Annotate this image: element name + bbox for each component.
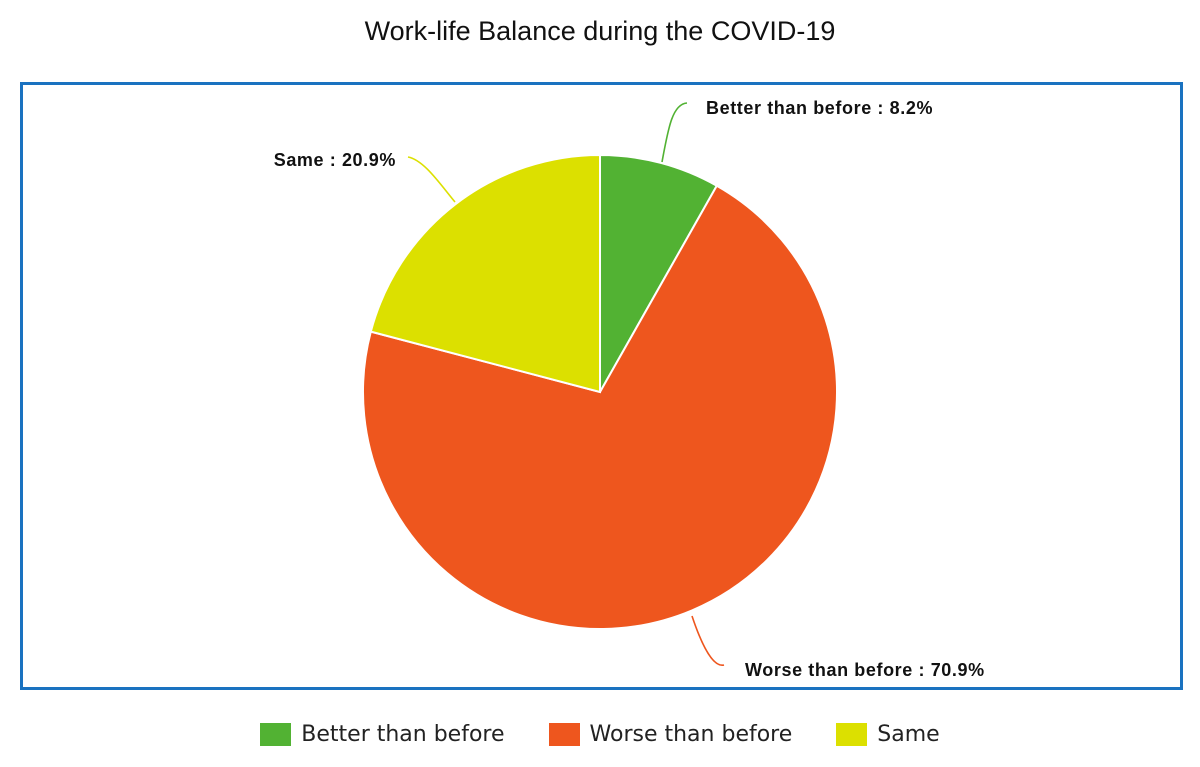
slice-label-better: Better than before : 8.2% <box>706 98 933 118</box>
legend-label-worse: Worse than before <box>589 722 793 747</box>
leader-line-same <box>407 156 456 203</box>
legend: Better than before Worse than before Sam… <box>0 722 1200 747</box>
legend-item-better[interactable]: Better than before <box>260 722 505 747</box>
legend-item-same[interactable]: Same <box>836 722 940 747</box>
pie-slice-same[interactable] <box>369 153 601 394</box>
pie-slice-worse[interactable] <box>362 184 838 630</box>
leader-line-worse <box>691 615 725 666</box>
chart-title: Work-life Balance during the COVID-19 <box>364 16 836 46</box>
legend-swatch-same <box>836 723 868 746</box>
slice-label-worse: Worse than before : 70.9% <box>745 660 985 680</box>
legend-swatch-better <box>260 723 292 746</box>
plot-area-frame <box>20 82 1183 690</box>
legend-swatch-worse <box>548 723 580 746</box>
pie-slice-better[interactable] <box>599 153 719 396</box>
slice-label-same: Same : 20.9% <box>274 150 396 170</box>
legend-item-worse[interactable]: Worse than before <box>548 722 793 747</box>
leader-line-better <box>661 102 688 163</box>
legend-label-better: Better than before <box>301 722 505 747</box>
legend-label-same: Same <box>877 722 940 747</box>
